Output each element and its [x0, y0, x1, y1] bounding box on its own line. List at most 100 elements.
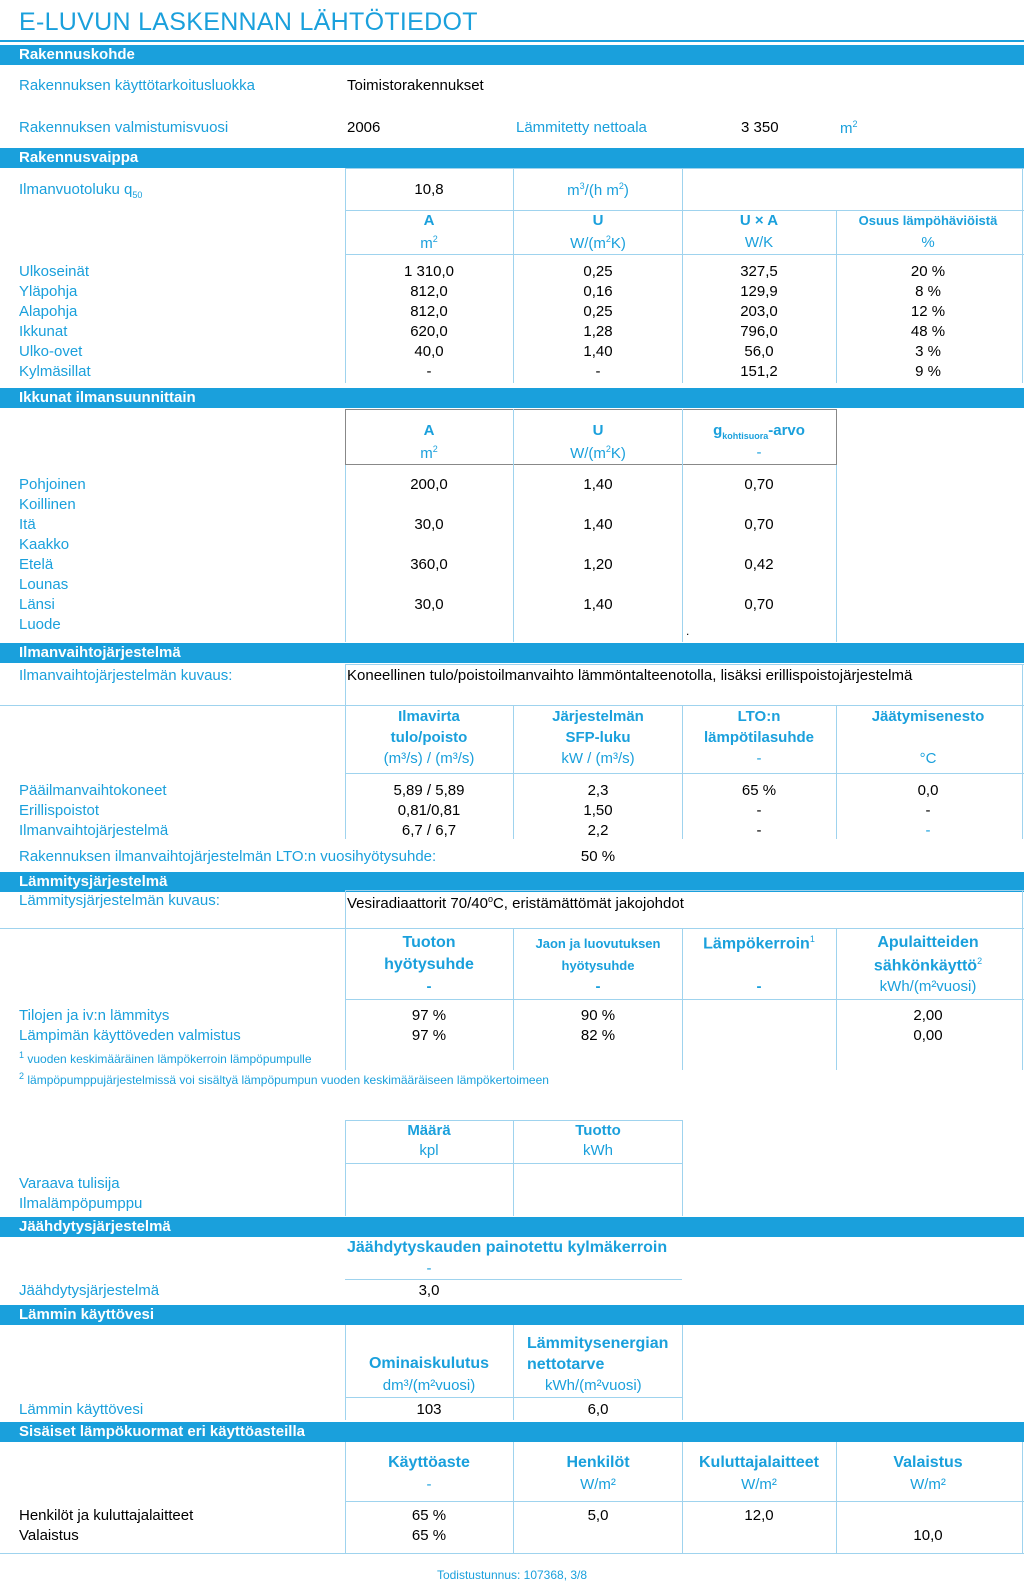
ikkunat-row-name: Etelä	[19, 556, 54, 573]
iv-col1-a: Ilmavirta	[398, 708, 460, 725]
ikkunat-row-a: 360,0	[410, 556, 448, 573]
vaippa-col-osuus: Osuus lämpöhäviöistä	[858, 213, 998, 228]
lammitys-row-c1: 97 %	[411, 1007, 447, 1024]
kayttovesi-col1: Ominaiskulutus	[368, 1355, 490, 1372]
lammitys-note-1: 1 vuoden keskimääräinen lämpökerroin läm…	[19, 1050, 312, 1066]
iv-col3-unit: -	[756, 750, 762, 767]
ikkunat-dot: .	[686, 624, 690, 638]
lto-label: Rakennuksen ilmanvaihtojärjestelmän LTO:…	[19, 848, 437, 865]
vaippa-row-a: 40,0	[414, 343, 444, 360]
section-header-rakennusvaippa: Rakennusvaippa	[0, 148, 1024, 168]
ikkunat-row-g: 0,70	[744, 516, 774, 533]
ikkunat-row-name: Itä	[19, 516, 36, 533]
ikkunat-col-a-unit: m2	[420, 444, 438, 462]
section-header-lampokuormat: Sisäiset lämpökuormat eri käyttöasteilla	[0, 1422, 1024, 1442]
kayttovesi-c1: 103	[416, 1401, 442, 1418]
lammitys-col2-a: Jaon ja luovutuksen	[535, 936, 661, 951]
iv-col4-unit: °C	[919, 750, 937, 767]
ikkunat-row-u: 1,40	[583, 516, 613, 533]
title-rule	[0, 40, 1024, 42]
vaippa-col-a: A	[423, 212, 435, 229]
vaippa-row-name: Ulko-ovet	[19, 343, 83, 360]
section-header-lammitys: Lämmitysjärjestelmä	[0, 872, 1024, 892]
ilmanvuotoluku-value: 10,8	[414, 181, 444, 198]
section-header-rakennuskohde: Rakennuskohde	[0, 45, 1024, 65]
ikkunat-row-g: 0,70	[744, 596, 774, 613]
lammitys-col3-a: Lämpökerroin1	[703, 934, 815, 953]
kuorma-row-c1: 65 %	[411, 1507, 447, 1524]
lammitys-col1-a: Tuoton	[402, 934, 456, 951]
iv-row-c3: -	[756, 802, 762, 819]
jaahdytys-row-label: Jäähdytysjärjestelmä	[19, 1282, 160, 1299]
iv-col4-a: Jäätymisenesto	[871, 708, 985, 725]
vaippa-row-a: 812,0	[410, 303, 448, 320]
iv-col2-a: Järjestelmän	[552, 708, 644, 725]
kayttovesi-row-label: Lämmin käyttövesi	[19, 1401, 144, 1418]
valmistumisvuosi-value: 2006	[347, 119, 381, 136]
iv-row-c3: -	[756, 822, 762, 839]
ikkunat-row-a: 200,0	[410, 476, 448, 493]
kayttovesi-col2-b: nettotarve	[527, 1356, 605, 1373]
iv-row-name: Pääilmanvaihtokoneet	[19, 782, 167, 799]
section-header-jaahdytys: Jäähdytysjärjestelmä	[0, 1217, 1024, 1237]
ikkunat-row-g: 0,70	[744, 476, 774, 493]
vaippa-row-ua: 203,0	[740, 303, 778, 320]
kuorma-row-name: Valaistus	[19, 1527, 79, 1544]
lto-value: 50 %	[580, 848, 616, 865]
vaippa-row-u: 0,25	[583, 263, 613, 280]
vaippa-row-osuus: 9 %	[915, 363, 941, 380]
kuorma-row-c2: 5,0	[587, 1507, 609, 1524]
kuorma-col3: Kuluttajalaitteet	[698, 1454, 819, 1471]
nettoala-value: 3 350	[741, 119, 779, 136]
lammitys-row-c2: 90 %	[580, 1007, 616, 1024]
page-title: E-LUVUN LASKENNAN LÄHTÖTIEDOT	[19, 8, 478, 36]
ikkunat-row-name: Koillinen	[19, 496, 76, 513]
lammitys-kuvaus-label: Lämmitysjärjestelmän kuvaus:	[19, 892, 220, 909]
iv-row-name: Ilmanvaihtojärjestelmä	[19, 822, 169, 839]
vaippa-row-u: 1,28	[583, 323, 613, 340]
kuorma-row-c3: 12,0	[744, 1507, 774, 1524]
vaippa-row-name: Alapohja	[19, 303, 78, 320]
kuorma-row-c4: 10,0	[913, 1527, 943, 1544]
iv-row-c4: -	[925, 802, 931, 819]
iv-row-c2: 2,2	[587, 822, 609, 839]
tulisija-col-maara: Määrä	[407, 1122, 451, 1139]
ikkunat-row-a: 30,0	[414, 516, 444, 533]
vaippa-row-osuus: 8 %	[915, 283, 941, 300]
ikkunat-row-u: 1,20	[583, 556, 613, 573]
iv-row-c3: 65 %	[741, 782, 777, 799]
kayttovesi-col2-unit: kWh/(m²vuosi)	[545, 1377, 642, 1394]
kuorma-col2-unit: W/m²	[580, 1476, 616, 1493]
ilmanvaihto-kuvaus-value: Koneellinen tulo/poistoilmanvaihto lämmö…	[347, 667, 913, 684]
vaippa-row-ua: 796,0	[740, 323, 778, 340]
vaippa-row-ua: 129,9	[740, 283, 778, 300]
lammitys-row-name: Lämpimän käyttöveden valmistus	[19, 1027, 241, 1044]
lammitys-row-name: Tilojen ja iv:n lämmitys	[19, 1007, 170, 1024]
iv-row-c4: -	[925, 822, 931, 839]
kuorma-row-c1: 65 %	[411, 1527, 447, 1544]
vaippa-row-osuus: 20 %	[910, 263, 946, 280]
iv-col1-b: tulo/poisto	[390, 729, 468, 746]
vaippa-row-u: 0,25	[583, 303, 613, 320]
lammitys-col4-b: sähkönkäyttö2	[873, 956, 983, 975]
iv-row-c2: 2,3	[587, 782, 609, 799]
vaippa-row-a: 812,0	[410, 283, 448, 300]
ikkunat-row-name: Länsi	[19, 596, 55, 613]
tulisija-row: Varaava tulisija	[19, 1175, 120, 1192]
ikkunat-row-name: Luode	[19, 616, 61, 633]
kuorma-col4-unit: W/m²	[910, 1476, 946, 1493]
iv-row-c1: 6,7 / 6,7	[401, 822, 457, 839]
ikkunat-row-name: Pohjoinen	[19, 476, 86, 493]
kuorma-row-name: Henkilöt ja kuluttajalaitteet	[19, 1507, 194, 1524]
lammitys-col2-unit: -	[595, 978, 601, 995]
ilmanvuotoluku-label: Ilmanvuotoluku q50	[19, 181, 143, 200]
ikkunat-col-g: gkohtisuora-arvo	[713, 422, 805, 441]
ikkunat-row-u: 1,40	[583, 596, 613, 613]
vaippa-row-osuus: 3 %	[915, 343, 941, 360]
kuorma-col3-unit: W/m²	[741, 1476, 777, 1493]
vaippa-col-a-unit: m2	[420, 234, 438, 252]
vaippa-col-u-unit: W/(m2K)	[570, 234, 626, 252]
nettoala-label: Lämmitetty nettoala	[516, 119, 647, 136]
footer-todistustunnus: Todistustunnus: 107368, 3/8	[436, 1568, 588, 1582]
iv-col3-b: lämpötilasuhde	[703, 729, 815, 746]
